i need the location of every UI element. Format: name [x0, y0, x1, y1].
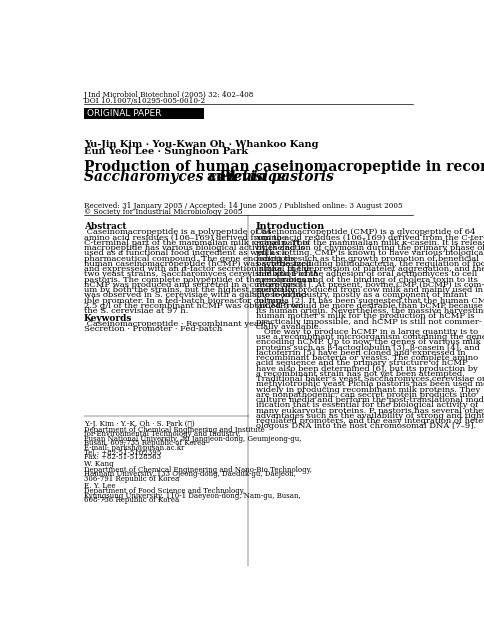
- Text: J Ind Microbiol Biotechnol (2005) 32: 402–408: J Ind Microbiol Biotechnol (2005) 32: 40…: [84, 91, 254, 99]
- Text: One way to produce hCMP in a large quantity is to: One way to produce hCMP in a large quant…: [256, 328, 477, 336]
- Text: amino acid residues (106–169) derived from the: amino acid residues (106–169) derived fr…: [84, 234, 286, 242]
- Text: Department of Chemical Engineering and Nano-Bio Technology,: Department of Chemical Engineering and N…: [84, 466, 311, 474]
- Text: human mother’s milk for the production of hCMP is: human mother’s milk for the production o…: [256, 312, 473, 320]
- Text: Production of human caseinomacropeptide in recombinant: Production of human caseinomacropeptide …: [84, 160, 484, 174]
- Text: Y.-J. Kim · Y.-K. Oh · S. Park (✉): Y.-J. Kim · Y.-K. Oh · S. Park (✉): [84, 420, 194, 428]
- Text: Department of Chemical Engineering and Institute: Department of Chemical Engineering and I…: [84, 426, 264, 434]
- Text: by the action of chymosin during the primary phase of: by the action of chymosin during the pri…: [256, 244, 484, 252]
- Text: Busan, 609-735 Republic of Korea: Busan, 609-735 Republic of Korea: [84, 440, 205, 447]
- Text: Pusan National University, 30 Jangjeon-dong, Geumjeong-gu,: Pusan National University, 30 Jangjeon-d…: [84, 435, 301, 443]
- Text: are nonpathogenic, can secret protein products into: are nonpathogenic, can secret protein pr…: [256, 391, 475, 399]
- Text: minal part of the mammalian milk κ-casein. It is released: minal part of the mammalian milk κ-casei…: [256, 239, 484, 247]
- Text: Keywords: Keywords: [84, 314, 132, 323]
- Text: W. Kang: W. Kang: [84, 460, 113, 468]
- Text: ORIGINAL PAPER: ORIGINAL PAPER: [87, 109, 161, 118]
- Text: E-mail: parksh@pusan.ac.kr: E-mail: parksh@pusan.ac.kr: [84, 444, 184, 452]
- Text: macropeptide has various biological activities and is: macropeptide has various biological acti…: [84, 244, 304, 252]
- Text: for Environmental Technology and Industry,: for Environmental Technology and Industr…: [84, 430, 240, 438]
- Text: Caseinomacropeptide · Recombinant yeast ·: Caseinomacropeptide · Recombinant yeast …: [84, 320, 271, 328]
- Text: widely in producing recombinant milk proteins. They: widely in producing recombinant milk pro…: [256, 385, 479, 394]
- Text: © Society for Industrial Microbiology 2005: © Society for Industrial Microbiology 20…: [84, 209, 242, 216]
- Text: the food industry, mostly as a component of infant: the food industry, mostly as a component…: [256, 291, 467, 300]
- Text: the S. cerevisiae at 97 h.: the S. cerevisiae at 97 h.: [84, 307, 188, 315]
- Text: practically impossible, and hCMP is still not commer-: practically impossible, and hCMP is stil…: [256, 317, 481, 326]
- Text: Tel.: +82-51-5102395: Tel.: +82-51-5102395: [84, 449, 161, 457]
- Text: 306-791 Republic of Korea: 306-791 Republic of Korea: [84, 475, 179, 483]
- Text: mercially produced from cow milk and mainly used in: mercially produced from cow milk and mai…: [256, 286, 482, 294]
- Text: Introduction: Introduction: [256, 221, 324, 230]
- Text: Yu-Jin Kim · You-Kwan Oh · Whankoo Kang: Yu-Jin Kim · You-Kwan Oh · Whankoo Kang: [84, 140, 318, 149]
- FancyBboxPatch shape: [84, 108, 204, 119]
- Text: and expressed with an α-factor secretion signal in the: and expressed with an α-factor secretion…: [84, 265, 311, 273]
- Text: human caseinomacropeptide (hCMP) was synthesized: human caseinomacropeptide (hCMP) was syn…: [84, 260, 311, 268]
- Text: receptors [1]. At present, bovine CMP (bCMP) is com-: receptors [1]. At present, bovine CMP (b…: [256, 281, 483, 289]
- Text: amino acid residues (106–169) derived from the C-ter-: amino acid residues (106–169) derived fr…: [256, 234, 484, 242]
- Text: formula [2]. It has been suggested that the human CMP: formula [2]. It has been suggested that …: [256, 296, 484, 305]
- Text: its human origin. Nevertheless, the massive harvesting of: its human origin. Nevertheless, the mass…: [256, 307, 484, 315]
- Text: ification that is essential for the biological activity of: ification that is essential for the biol…: [256, 401, 477, 409]
- Text: 608-736 Republic of Korea: 608-736 Republic of Korea: [84, 497, 179, 504]
- Text: advantages such as the availability of strong and tightly: advantages such as the availability of s…: [256, 412, 484, 420]
- Text: and: and: [201, 170, 240, 184]
- Text: Abstract: Abstract: [84, 221, 126, 230]
- Text: used as a functional food ingredient as well as a: used as a functional food ingredient as …: [84, 250, 286, 257]
- Text: (hCMP) would be more desirable than bCMP because of: (hCMP) would be more desirable than bCMP…: [256, 302, 484, 310]
- Text: methylotrophic yeast Pichia pastoris has been used most: methylotrophic yeast Pichia pastoris has…: [256, 380, 484, 388]
- Text: acid sequence and the primary structure of hCMP: acid sequence and the primary structure …: [256, 360, 467, 367]
- Text: DOI 10.1007/s10295-005-0010-2: DOI 10.1007/s10295-005-0010-2: [84, 97, 205, 105]
- Text: intake, the depression of platelet aggregation, and the: intake, the depression of platelet aggre…: [256, 265, 484, 273]
- Text: use a recombinant microorganism containing the gene: use a recombinant microorganism containi…: [256, 333, 484, 341]
- Text: Hannam University, 133 Ojeong-dong, Daeduk-gu, Daejeon,: Hannam University, 133 Ojeong-dong, Daed…: [84, 470, 295, 478]
- Text: 2.5 g/l of the recombinant hCMP was obtained from: 2.5 g/l of the recombinant hCMP was obta…: [84, 302, 303, 310]
- Text: milk clotting. CMP is known to have various biological: milk clotting. CMP is known to have vari…: [256, 250, 484, 257]
- Text: Kyungsung University, 110-1 Daeyeon-dong, Nam-gu, Busan,: Kyungsung University, 110-1 Daeyeon-dong…: [84, 492, 300, 500]
- Text: lactoferrin [5] have been cloned and expressed in: lactoferrin [5] have been cloned and exp…: [256, 349, 465, 357]
- Text: pastoris. The complete polypeptide of the recombinant: pastoris. The complete polypeptide of th…: [84, 276, 315, 284]
- Text: um by both the strains, but the highest production: um by both the strains, but the highest …: [84, 286, 297, 294]
- Text: ible promoter. In a fed-batch bioreactor culture,: ible promoter. In a fed-batch bioreactor…: [84, 296, 286, 305]
- Text: C-terminal part of the mammalian milk κ-casein. This: C-terminal part of the mammalian milk κ-…: [84, 239, 309, 247]
- Text: a recombinant strain has not yet been attempted.: a recombinant strain has not yet been at…: [256, 370, 464, 378]
- Text: recombinant bacteria or yeasts. The complete amino: recombinant bacteria or yeasts. The comp…: [256, 354, 477, 362]
- Text: ologous DNA into the host chromosomal DNA [7–9].: ologous DNA into the host chromosomal DN…: [256, 422, 475, 430]
- Text: was observed in S. cerevisiae with a galactose-induc-: was observed in S. cerevisiae with a gal…: [84, 291, 307, 300]
- Text: bacteria including bifidobacteria, the regulation of food: bacteria including bifidobacteria, the r…: [256, 260, 484, 268]
- Text: E. Y. Lee: E. Y. Lee: [84, 482, 115, 490]
- Text: pharmaceutical compound. The gene encoding the: pharmaceutical compound. The gene encodi…: [84, 255, 297, 262]
- Text: Secretion · Promoter · Fed-batch: Secretion · Promoter · Fed-batch: [84, 325, 222, 333]
- Text: regulated promoters, and the easy integration of heter-: regulated promoters, and the easy integr…: [256, 417, 484, 425]
- Text: membranes and of the binding of cholera toxin to its: membranes and of the binding of cholera …: [256, 276, 477, 284]
- Text: have also been determined [6], but its production by: have also been determined [6], but its p…: [256, 365, 477, 372]
- Text: hCMP was produced and secreted in a culture medi-: hCMP was produced and secreted in a cult…: [84, 281, 305, 289]
- Text: Department of Food Science and Technology,: Department of Food Science and Technolog…: [84, 487, 244, 495]
- Text: Saccharomyces cerevisiae: Saccharomyces cerevisiae: [84, 170, 286, 184]
- Text: proteins such as β-lactoglobulin [3], β-casein [4], and: proteins such as β-lactoglobulin [3], β-…: [256, 344, 479, 352]
- Text: Caseinomacropeptide (CMP) is a glycopeptide of 64: Caseinomacropeptide (CMP) is a glycopept…: [256, 228, 474, 237]
- Text: Traditional baker’s yeast Saccharomyces cerevisiae or: Traditional baker’s yeast Saccharomyces …: [256, 375, 484, 383]
- Text: culture media and perform the post-translational mod-: culture media and perform the post-trans…: [256, 396, 484, 404]
- Text: Caseinomacropeptide is a polypeptide of 64: Caseinomacropeptide is a polypeptide of …: [84, 228, 271, 237]
- Text: functions such as the growth promotion of beneficial: functions such as the growth promotion o…: [256, 255, 478, 262]
- Text: Eun Yeol Lee · Sunghoon Park: Eun Yeol Lee · Sunghoon Park: [84, 147, 247, 156]
- Text: cially available.: cially available.: [256, 323, 320, 331]
- Text: Received: 31 January 2005 / Accepted: 14 June 2005 / Published online: 3 August : Received: 31 January 2005 / Accepted: 14…: [84, 202, 402, 211]
- Text: inhibition of the adhesion of oral actinomyces to cell: inhibition of the adhesion of oral actin…: [256, 270, 476, 278]
- Text: encoding hCMP. Up to now, the genes of various milk: encoding hCMP. Up to now, the genes of v…: [256, 339, 480, 346]
- Text: Fax: +82-51-5128563: Fax: +82-51-5128563: [84, 453, 161, 461]
- Text: Pichia pastoris: Pichia pastoris: [218, 170, 334, 184]
- Text: many eukaryotic proteins. P. pastoris has several other: many eukaryotic proteins. P. pastoris ha…: [256, 406, 484, 415]
- Text: two yeast strains, Saccharomyces cerevisiae and Pichia: two yeast strains, Saccharomyces cerevis…: [84, 270, 318, 278]
